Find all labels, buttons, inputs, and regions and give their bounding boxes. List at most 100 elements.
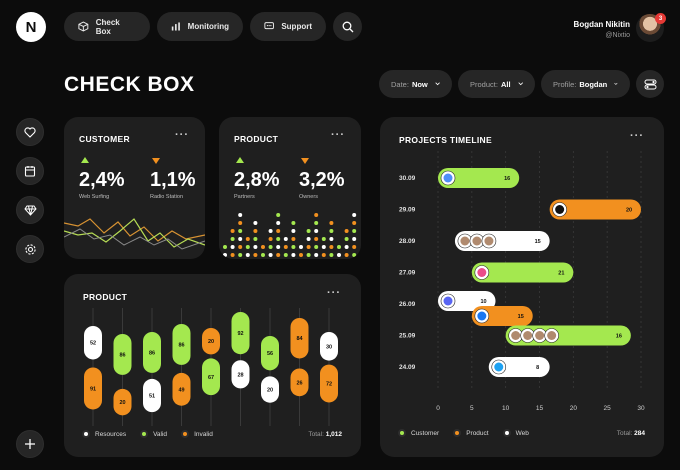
nav-support[interactable]: Support [250, 12, 326, 41]
legend-swatch [82, 430, 90, 438]
matrix-dot [314, 245, 319, 249]
matrix-dot [276, 213, 281, 217]
product-pill[interactable] [261, 376, 279, 403]
timeline-bar[interactable] [438, 168, 520, 188]
more-menu-icon[interactable]: ··· [331, 129, 345, 141]
product-pill[interactable] [231, 360, 250, 389]
legend-item[interactable]: Customer [398, 429, 439, 437]
matrix-dot [253, 253, 258, 257]
legend-label: Product [466, 429, 489, 437]
pill-value: 86 [178, 342, 184, 348]
avatar-icon [460, 236, 470, 246]
matrix-dot [261, 253, 265, 257]
product-pill[interactable] [261, 336, 279, 371]
total-label: Total: [616, 430, 633, 437]
bar-value: 15 [518, 314, 524, 320]
avatar-icon [511, 331, 521, 340]
more-menu-icon[interactable]: ··· [630, 130, 644, 142]
matrix-dot [223, 253, 227, 257]
y-tick-label: 24.09 [399, 364, 416, 371]
matrix-dot [344, 245, 349, 249]
bar-value: 16 [504, 176, 510, 182]
legend-item[interactable]: Resources [82, 430, 126, 438]
box-icon [78, 21, 89, 32]
dribbble-icon [477, 268, 487, 277]
product-pill[interactable] [172, 372, 191, 406]
legend-item[interactable]: Valid [140, 430, 167, 438]
matrix-dot [238, 221, 243, 225]
chevron-down-icon [614, 82, 618, 85]
product-pill[interactable] [113, 334, 132, 375]
twitter-icon [494, 362, 504, 372]
toggle-settings-button[interactable] [636, 70, 664, 98]
legend-item[interactable]: Product [453, 429, 489, 437]
matrix-dot [321, 253, 326, 257]
date-filter[interactable]: Date: Now [379, 70, 452, 98]
product-pill[interactable] [84, 326, 102, 360]
card-title: PRODUCT [83, 292, 128, 302]
matrix-dot [291, 253, 296, 257]
legend-item[interactable]: Web [502, 429, 529, 437]
legend-swatch [181, 430, 190, 438]
toggle-icon [644, 79, 656, 89]
brand-logo[interactable]: N [16, 12, 46, 42]
stat-label: Owners [299, 194, 318, 200]
pill-value: 52 [90, 341, 96, 347]
timeline-bar[interactable] [549, 199, 641, 220]
matrix-dot [253, 245, 258, 249]
matrix-dot [291, 221, 296, 225]
sidebar-premium[interactable] [16, 196, 44, 224]
nav-monitoring[interactable]: Monitoring [157, 12, 243, 41]
pill-value: 49 [178, 387, 184, 393]
matrix-dot [276, 221, 281, 225]
pill-value: 91 [90, 386, 96, 392]
product-pill[interactable] [202, 328, 220, 355]
chat-icon [264, 22, 274, 30]
timeline-legend: Customer Product Web [398, 429, 529, 437]
filter-value: Now [411, 79, 428, 89]
search-button[interactable] [333, 12, 362, 41]
product-pill[interactable] [113, 388, 132, 416]
filter-label: Profile: [553, 79, 577, 89]
card-title: PROJECTS TIMELINE [399, 135, 492, 145]
avatar-icon [484, 236, 494, 246]
product-pill[interactable] [290, 318, 309, 359]
calendar-icon [24, 166, 36, 177]
filter-label: Date: [391, 79, 409, 89]
matrix-dot [276, 237, 281, 241]
matrix-dot [344, 237, 349, 241]
matrix-dot [245, 253, 250, 257]
matrix-dot [352, 221, 357, 225]
sidebar-settings[interactable] [16, 235, 44, 263]
sidebar-add-button[interactable] [16, 430, 44, 458]
product-pill[interactable] [172, 324, 191, 365]
legend-swatch [502, 429, 511, 437]
matrix-dot [238, 245, 243, 249]
x-icon [555, 205, 565, 214]
matrix-dot [276, 245, 281, 249]
product-pill[interactable] [143, 332, 161, 373]
matrix-dot [299, 253, 303, 257]
product-pill[interactable] [290, 368, 309, 397]
product-pill[interactable] [231, 312, 250, 355]
profile-filter[interactable]: Profile: Bogdan [541, 70, 630, 98]
sidebar-favorites[interactable] [16, 118, 44, 146]
product-pill[interactable] [320, 364, 338, 403]
more-menu-icon[interactable]: ··· [327, 287, 341, 299]
legend-item[interactable]: Invalid [181, 430, 213, 438]
matrix-dot [268, 237, 273, 241]
timeline-bar[interactable] [471, 262, 574, 283]
facebook-icon [477, 311, 487, 321]
matrix-dot [253, 237, 258, 241]
product-pill[interactable] [143, 378, 161, 413]
nav-check-box[interactable]: Check Box [64, 12, 150, 41]
chevron-down-icon [435, 82, 440, 86]
more-menu-icon[interactable]: ··· [175, 129, 189, 141]
avatar-icon [535, 331, 545, 340]
sidebar-calendar[interactable] [16, 157, 44, 185]
product-pill[interactable] [320, 332, 338, 361]
product-pill[interactable] [84, 367, 102, 410]
product-filter[interactable]: Product: All [458, 70, 535, 98]
discord-icon [443, 296, 453, 306]
product-pill[interactable] [202, 358, 220, 396]
